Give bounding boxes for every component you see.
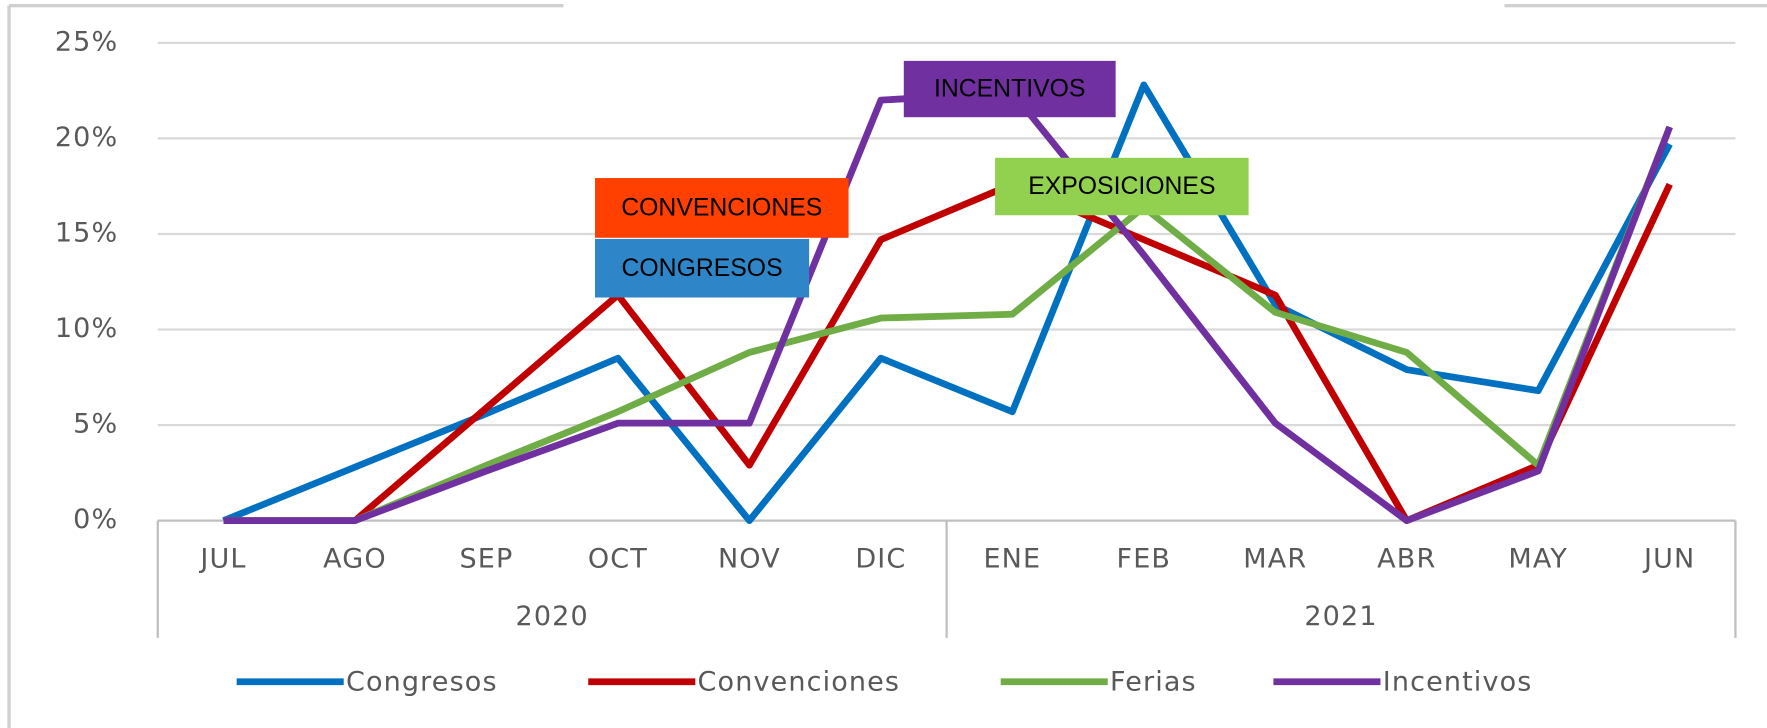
annotation-box [995,157,1249,216]
x-group-label: 2020 [516,601,589,632]
series-line [222,81,1673,525]
x-tick-label: ENE [983,544,1041,575]
annotation: INCENTIVOS [903,60,1116,118]
x-tick-label: MAR [1243,544,1307,575]
x-tick-label: JUL [198,544,246,575]
annotation-text: EXPOSICIONES [1028,173,1215,200]
x-tick-label: FEB [1117,544,1172,575]
annotation: CONGRESOS [595,238,810,298]
x-tick-label: OCT [588,544,648,575]
x-group-label: 2021 [1304,601,1377,632]
series-line [223,89,1673,525]
legend-label: Ferias [1110,666,1197,697]
x-tick-label: MAY [1508,544,1568,575]
series-line [223,125,1673,525]
legend-label: Congresos [346,666,498,697]
x-tick-label: ABR [1377,544,1436,575]
x-tick-label: NOV [718,544,781,575]
y-tick-label: 0% [73,504,118,535]
annotation-box [903,60,1116,118]
annotation-text: CONGRESOS [622,255,783,282]
legend-label: Incentivos [1383,666,1533,697]
annotation-box [595,178,849,238]
annotation: EXPOSICIONES [995,157,1249,216]
x-tick-label: DIC [855,544,906,575]
y-tick-label: 25% [55,26,118,57]
annotation-text: CONVENCIONES [621,195,822,222]
annotation: CONVENCIONES [595,178,849,238]
y-tick-label: 15% [55,217,118,248]
legend-label: Convenciones [698,666,901,697]
annotation-text: INCENTIVOS [934,76,1085,103]
x-tick-label: AGO [323,544,387,575]
x-tick-label: JUN [1642,544,1695,575]
annotation-box [595,238,810,298]
y-tick-label: 5% [73,409,118,440]
x-tick-label: SEP [459,544,513,575]
y-tick-label: 20% [55,122,118,153]
y-tick-label: 10% [55,313,118,344]
